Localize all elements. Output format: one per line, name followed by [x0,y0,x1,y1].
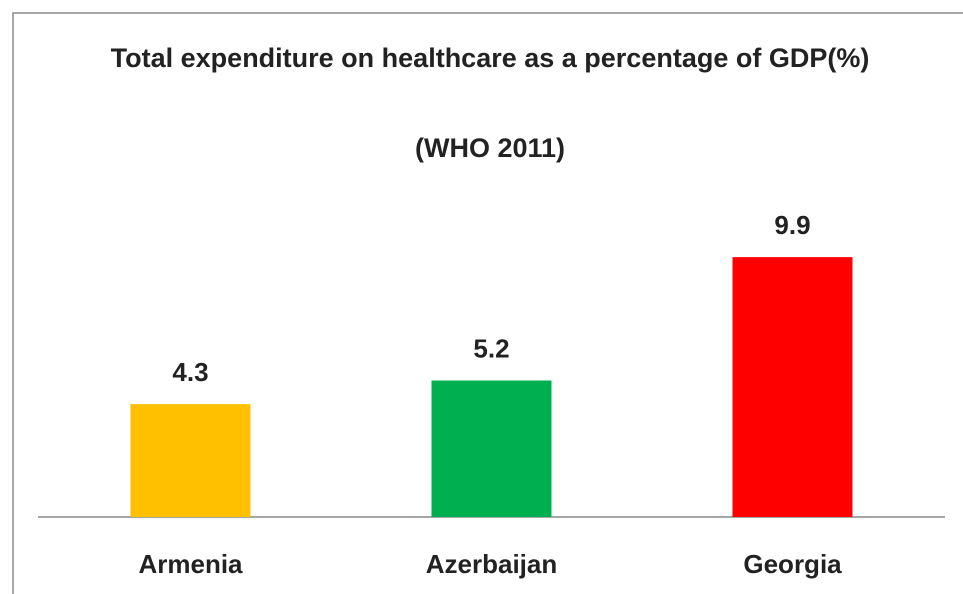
x-tick-label: Armenia [138,549,243,579]
bar [732,257,853,517]
data-label: 5.2 [473,333,509,363]
bar [130,404,251,517]
data-label: 4.3 [172,357,208,387]
x-tick-label: Azerbaijan [426,549,558,579]
chart-subtitle: (WHO 2011) [414,133,566,163]
data-label: 9.9 [774,210,810,240]
chart-border [12,12,963,594]
bar [431,380,552,517]
chart-title: Total expenditure on healthcare as a per… [110,43,870,73]
x-tick-label: Georgia [743,549,842,579]
